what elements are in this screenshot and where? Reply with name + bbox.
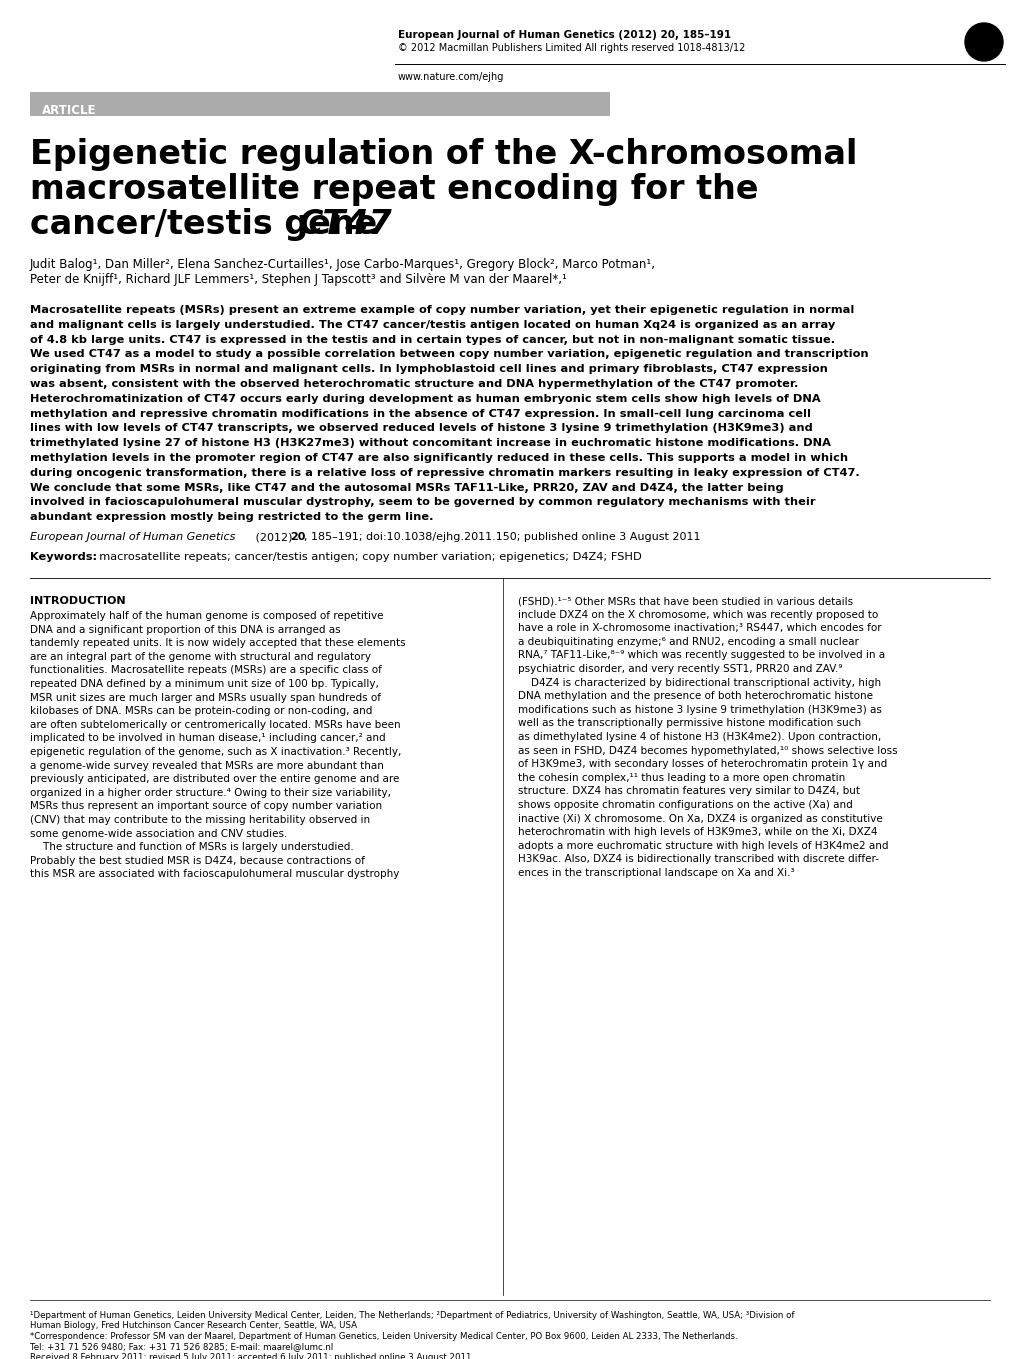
Text: involved in facioscapulohumeral muscular dystrophy, seem to be governed by commo: involved in facioscapulohumeral muscular… (30, 497, 815, 507)
Text: We conclude that some MSRs, like CT47 and the autosomal MSRs TAF11-Like, PRR20, : We conclude that some MSRs, like CT47 an… (30, 482, 783, 492)
Text: Received 8 February 2011; revised 5 July 2011; accepted 6 July 2011; published o: Received 8 February 2011; revised 5 July… (30, 1354, 471, 1359)
Text: ARTICLE: ARTICLE (42, 105, 97, 117)
Text: Peter de Knijff¹, Richard JLF Lemmers¹, Stephen J Tapscott³ and Silvère M van de: Peter de Knijff¹, Richard JLF Lemmers¹, … (30, 273, 567, 285)
Text: methylation levels in the promoter region of CT47 are also significantly reduced: methylation levels in the promoter regio… (30, 453, 847, 463)
Text: We used CT47 as a model to study a possible correlation between copy number vari: We used CT47 as a model to study a possi… (30, 349, 868, 359)
Text: cancer/testis gene: cancer/testis gene (30, 208, 388, 241)
Text: Human Biology, Fred Hutchinson Cancer Research Center, Seattle, WA, USA: Human Biology, Fred Hutchinson Cancer Re… (30, 1321, 357, 1330)
Text: European Journal of Human Genetics: European Journal of Human Genetics (30, 531, 235, 542)
Text: (FSHD).¹⁻⁵ Other MSRs that have been studied in various details
include DXZ4 on : (FSHD).¹⁻⁵ Other MSRs that have been stu… (518, 597, 897, 878)
Text: and malignant cells is largely understudied. The CT47 cancer/testis antigen loca: and malignant cells is largely understud… (30, 319, 835, 330)
Text: ¹Department of Human Genetics, Leiden University Medical Center, Leiden, The Net: ¹Department of Human Genetics, Leiden Un… (30, 1311, 794, 1320)
Text: European Journal of Human Genetics (2012) 20, 185–191: European Journal of Human Genetics (2012… (397, 30, 731, 39)
Text: npg: npg (972, 37, 995, 48)
Text: lines with low levels of CT47 transcripts, we observed reduced levels of histone: lines with low levels of CT47 transcript… (30, 424, 812, 434)
Text: *Correspondence: Professor SM van der Maarel, Department of Human Genetics, Leid: *Correspondence: Professor SM van der Ma… (30, 1332, 737, 1341)
Text: (2012): (2012) (252, 531, 298, 542)
FancyBboxPatch shape (30, 92, 609, 116)
Text: Heterochromatinization of CT47 occurs early during development as human embryoni: Heterochromatinization of CT47 occurs ea… (30, 394, 820, 404)
Text: Keywords:: Keywords: (30, 552, 97, 563)
Text: Macrosatellite repeats (MSRs) present an extreme example of copy number variatio: Macrosatellite repeats (MSRs) present an… (30, 304, 854, 315)
Text: CT47: CT47 (299, 208, 392, 241)
Text: during oncogenic transformation, there is a relative loss of repressive chromati: during oncogenic transformation, there i… (30, 467, 859, 478)
Text: www.nature.com/ejhg: www.nature.com/ejhg (397, 72, 503, 82)
Text: INTRODUCTION: INTRODUCTION (30, 597, 125, 606)
Text: was absent, consistent with the observed heterochromatic structure and DNA hyper: was absent, consistent with the observed… (30, 379, 798, 389)
Text: trimethylated lysine 27 of histone H3 (H3K27me3) without concomitant increase in: trimethylated lysine 27 of histone H3 (H… (30, 438, 830, 448)
Text: Tel: +31 71 526 9480; Fax: +31 71 526 8285; E-mail: maarel@lumc.nl: Tel: +31 71 526 9480; Fax: +31 71 526 82… (30, 1343, 333, 1351)
Text: Approximately half of the human genome is composed of repetitive
DNA and a signi: Approximately half of the human genome i… (30, 612, 406, 879)
Text: of 4.8 kb large units. CT47 is expressed in the testis and in certain types of c: of 4.8 kb large units. CT47 is expressed… (30, 334, 835, 345)
Text: , 185–191; doi:10.1038/ejhg.2011.150; published online 3 August 2011: , 185–191; doi:10.1038/ejhg.2011.150; pu… (304, 531, 700, 542)
Text: Epigenetic regulation of the X-chromosomal: Epigenetic regulation of the X-chromosom… (30, 139, 857, 171)
Circle shape (964, 23, 1002, 61)
Text: Judit Balog¹, Dan Miller², Elena Sanchez-Curtailles¹, Jose Carbo-Marques¹, Grego: Judit Balog¹, Dan Miller², Elena Sanchez… (30, 258, 655, 270)
Text: originating from MSRs in normal and malignant cells. In lymphoblastoid cell line: originating from MSRs in normal and mali… (30, 364, 827, 374)
Text: © 2012 Macmillan Publishers Limited All rights reserved 1018-4813/12: © 2012 Macmillan Publishers Limited All … (397, 43, 745, 53)
Text: methylation and repressive chromatin modifications in the absence of CT47 expres: methylation and repressive chromatin mod… (30, 409, 810, 419)
Text: macrosatellite repeats; cancer/testis antigen; copy number variation; epigenetic: macrosatellite repeats; cancer/testis an… (92, 552, 641, 563)
Text: macrosatellite repeat encoding for the: macrosatellite repeat encoding for the (30, 173, 758, 207)
Text: abundant expression mostly being restricted to the germ line.: abundant expression mostly being restric… (30, 512, 433, 522)
Text: 20: 20 (289, 531, 305, 542)
